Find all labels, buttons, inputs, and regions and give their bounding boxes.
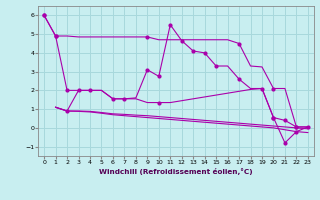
X-axis label: Windchill (Refroidissement éolien,°C): Windchill (Refroidissement éolien,°C): [99, 168, 253, 175]
